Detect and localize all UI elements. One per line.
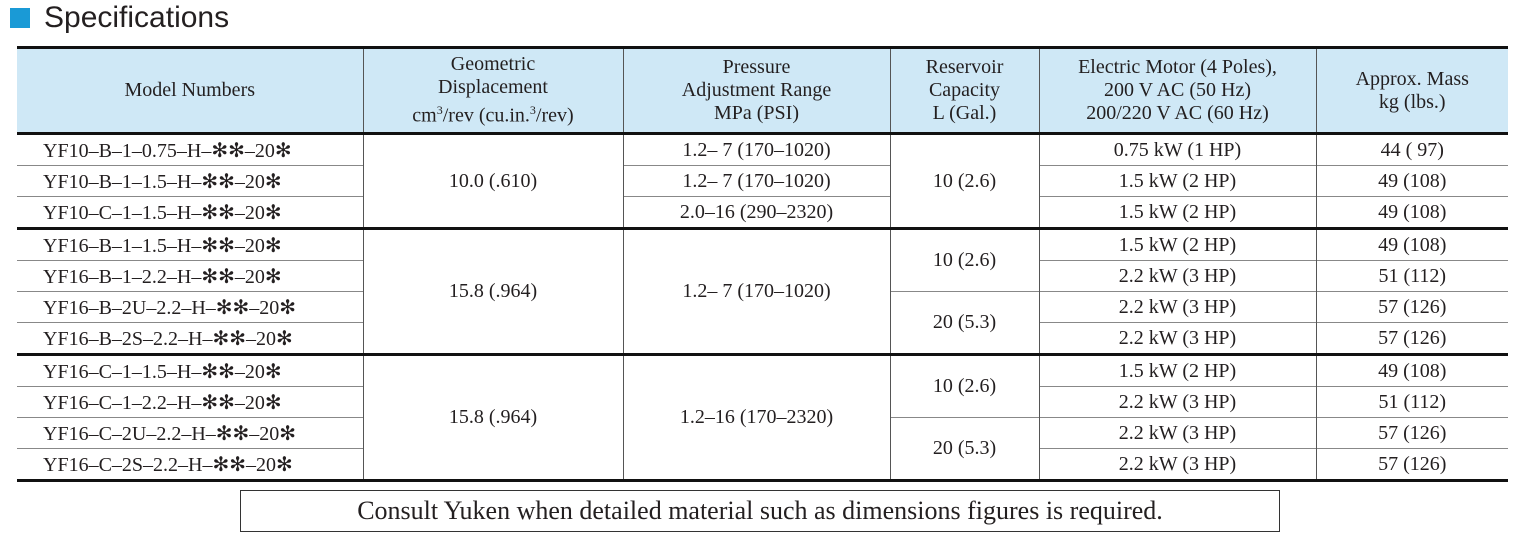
table-cell: 20 (5.3) — [889, 417, 1039, 482]
spec-table: Model Numbers Geometric Displacement cm3/r… — [17, 46, 1508, 482]
table-cell: YF16–B–2U–2.2–H–✻✻–20✻ — [17, 291, 363, 323]
table-cell: 2.0–16 (290–2320) — [622, 196, 890, 229]
table-cell: 1.2–16 (170–2320) — [622, 353, 890, 482]
header-line: MPa (PSI) — [713, 102, 799, 124]
table-cell: 57 (126) — [1315, 417, 1508, 449]
table-cell: 1.2– 7 (170–1020) — [622, 133, 890, 166]
table-body: YF10–B–1–0.75–H–✻✻–20✻ 10.0 (.610) 1.2– 7 … — [17, 133, 1508, 482]
table-row: YF16–C–1–1.5–H–✻✻–20✻ 15.8 (.964) 1.2–16 (… — [17, 353, 1508, 482]
table-cell: 15.8 (.964) — [362, 227, 623, 355]
header-cell: Model Numbers — [17, 46, 363, 135]
header-line: Displacement — [438, 76, 548, 99]
table-cell: YF16–C–1–2.2–H–✻✻–20✻ — [17, 386, 363, 418]
table-cell: 57 (126) — [1315, 448, 1508, 482]
header-line: L (Gal.) — [932, 102, 997, 124]
table-cell: 1.5 kW (2 HP) — [1038, 165, 1316, 197]
table-cell: YF16–C–2S–2.2–H–✻✻–20✻ — [17, 448, 363, 482]
table-cell: 44 ( 97) — [1315, 133, 1508, 166]
header-line: 200/220 V AC (60 Hz) — [1086, 102, 1269, 124]
table-cell: 1.2– 7 (170–1020) — [622, 227, 890, 355]
table-cell: YF16–B–1–2.2–H–✻✻–20✻ — [17, 260, 363, 292]
table-row: YF16–C–1–2.2–H–✻✻–20✻ 2.2 kW (3 HP) 51 (11… — [17, 386, 1508, 418]
header-line: Geometric — [450, 53, 536, 76]
superscript: 3 — [436, 103, 443, 118]
table-cell: 2.2 kW (3 HP) — [1038, 386, 1316, 418]
table-cell: 2.2 kW (3 HP) — [1038, 291, 1316, 323]
table-row: YF10–B–1–1.5–H–✻✻–20✻ 1.2– 7 (170–1020) 1.… — [17, 165, 1508, 197]
table-cell: 1.5 kW (2 HP) — [1038, 227, 1316, 261]
table-cell: YF16–B–1–1.5–H–✻✻–20✻ — [17, 227, 363, 261]
table-cell: 57 (126) — [1315, 291, 1508, 323]
table-cell: 51 (112) — [1315, 386, 1508, 418]
table-cell: YF16–C–1–1.5–H–✻✻–20✻ — [17, 353, 363, 387]
table-row: YF16–B–2S–2.2–H–✻✻–20✻ 2.2 kW (3 HP) 57 (1… — [17, 322, 1508, 355]
table-row: YF16–B–2U–2.2–H–✻✻–20✻ 20 (5.3) 2.2 kW (3 … — [17, 291, 1508, 355]
header-line: Model Numbers — [124, 79, 256, 101]
table-cell: 51 (112) — [1315, 260, 1508, 292]
table-cell: 2.2 kW (3 HP) — [1038, 322, 1316, 355]
table-cell: YF10–B–1–1.5–H–✻✻–20✻ — [17, 165, 363, 197]
table-cell: 49 (108) — [1315, 227, 1508, 261]
note-box: Consult Yuken when detailed material suc… — [240, 490, 1280, 532]
title-text: Specifications — [44, 1, 230, 34]
table-cell: YF16–B–2S–2.2–H–✻✻–20✻ — [17, 322, 363, 355]
table-cell: 10.0 (.610) — [362, 133, 623, 229]
table-cell: 10 (2.6) — [889, 227, 1039, 292]
table-cell: 1.5 kW (2 HP) — [1038, 196, 1316, 229]
header-cell: Pressure Adjustment Range MPa (PSI) — [622, 46, 890, 135]
header-line: kg (lbs.) — [1378, 90, 1446, 113]
section-title: Specifications — [10, 0, 229, 36]
table-cell: 2.2 kW (3 HP) — [1038, 417, 1316, 449]
header-cell: Electric Motor (4 Poles), 200 V AC (50 Hz… — [1038, 46, 1316, 135]
table-cell: 15.8 (.964) — [362, 353, 623, 482]
header-line: Electric Motor (4 Poles), — [1078, 56, 1277, 78]
unit-text: /rev) — [535, 104, 574, 127]
header-line: Pressure — [722, 56, 791, 78]
header-cell: Approx. Mass kg (lbs.) — [1315, 46, 1508, 135]
table-cell: 2.2 kW (3 HP) — [1038, 260, 1316, 292]
table-cell: 10 (2.6) — [889, 133, 1039, 229]
table-cell: 1.5 kW (2 HP) — [1038, 353, 1316, 387]
header-line: cm3/rev (cu.in.3/rev) — [365, 99, 622, 128]
header-cell: Geometric Displacement cm3/rev (cu.in.3/re… — [362, 46, 623, 135]
table-row: YF16–B–1–2.2–H–✻✻–20✻ 2.2 kW (3 HP) 51 (11… — [17, 260, 1508, 292]
header-row: Model Numbers Geometric Displacement cm3/r… — [17, 46, 1508, 135]
table-row: YF16–C–2U–2.2–H–✻✻–20✻ 20 (5.3) 2.2 kW (3 … — [17, 417, 1508, 482]
table-cell: 1.2– 7 (170–1020) — [622, 165, 890, 197]
superscript: 3 — [529, 103, 536, 118]
table-cell: 20 (5.3) — [889, 291, 1039, 355]
header-cell: Reservoir Capacity L (Gal.) — [889, 46, 1039, 135]
header-line: Adjustment Range — [681, 79, 832, 101]
table-row: YF16–B–1–1.5–H–✻✻–20✻ 15.8 (.964) 1.2– 7 (… — [17, 227, 1508, 355]
table-row: YF10–B–1–0.75–H–✻✻–20✻ 10.0 (.610) 1.2– 7 … — [17, 133, 1508, 229]
table-cell: 10 (2.6) — [889, 353, 1039, 418]
table-row: YF10–C–1–1.5–H–✻✻–20✻ 2.0–16 (290–2320) 1.… — [17, 196, 1508, 229]
table-cell: 0.75 kW (1 HP) — [1038, 133, 1316, 166]
header-line: Approx. Mass — [1355, 67, 1469, 90]
table-cell: 49 (108) — [1315, 353, 1508, 387]
unit-text: /rev (cu.in. — [442, 104, 530, 127]
table-row: YF16–C–2S–2.2–H–✻✻–20✻ 2.2 kW (3 HP) 57 (1… — [17, 448, 1508, 482]
table-cell: YF16–C–2U–2.2–H–✻✻–20✻ — [17, 417, 363, 449]
table-cell: 49 (108) — [1315, 196, 1508, 229]
header-line: 200 V AC (50 Hz) — [1103, 79, 1252, 101]
table-cell: YF10–C–1–1.5–H–✻✻–20✻ — [17, 196, 363, 229]
table-cell: 49 (108) — [1315, 165, 1508, 197]
table-cell: YF10–B–1–0.75–H–✻✻–20✻ — [17, 133, 363, 166]
unit-text: cm — [412, 104, 437, 127]
title-marker — [10, 8, 30, 28]
table-cell: 2.2 kW (3 HP) — [1038, 448, 1316, 482]
header-line: Reservoir — [925, 56, 1004, 78]
header-line: Capacity — [928, 79, 1001, 101]
table-cell: 57 (126) — [1315, 322, 1508, 355]
